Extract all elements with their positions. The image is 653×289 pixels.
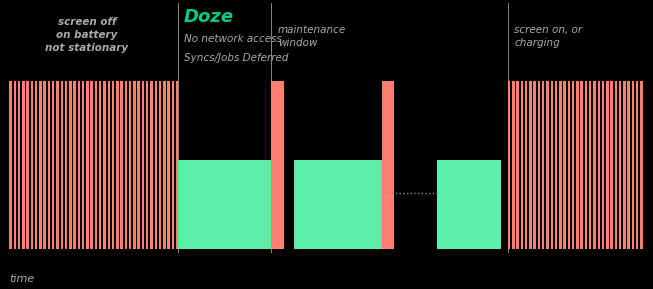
Bar <box>125 81 127 249</box>
Bar <box>529 81 532 249</box>
Bar <box>95 81 97 249</box>
Bar <box>176 81 178 249</box>
Bar <box>294 160 385 249</box>
Bar <box>517 81 518 249</box>
Bar <box>159 81 161 249</box>
Bar <box>381 81 394 249</box>
Bar <box>163 81 166 249</box>
Bar <box>636 81 639 249</box>
Bar <box>512 81 515 249</box>
Bar <box>508 81 510 249</box>
Bar <box>167 81 170 249</box>
Bar <box>150 81 153 249</box>
Bar <box>26 81 29 249</box>
Bar <box>56 81 59 249</box>
Bar <box>640 81 643 249</box>
Bar <box>576 81 579 249</box>
Text: Doze: Doze <box>184 8 234 26</box>
Bar <box>61 81 63 249</box>
Bar <box>73 81 76 249</box>
Bar <box>619 81 622 249</box>
Text: maintenance
window: maintenance window <box>278 25 346 48</box>
Bar <box>572 81 575 249</box>
Text: No network access: No network access <box>184 34 282 44</box>
Bar <box>559 81 562 249</box>
Bar <box>18 81 20 249</box>
Bar <box>567 81 570 249</box>
Bar <box>103 81 106 249</box>
Bar <box>112 81 114 249</box>
Text: screen on, or
charging: screen on, or charging <box>515 25 582 48</box>
Text: time: time <box>9 275 35 284</box>
Bar <box>116 81 119 249</box>
Bar <box>82 81 84 249</box>
Text: screen off
on battery
not stationary: screen off on battery not stationary <box>45 17 129 53</box>
Text: Syncs/Jobs Deferred: Syncs/Jobs Deferred <box>184 53 289 63</box>
Bar <box>272 81 285 249</box>
Bar <box>35 81 37 249</box>
Bar <box>525 81 528 249</box>
Bar <box>564 81 565 249</box>
Bar <box>611 81 613 249</box>
Bar <box>44 81 46 249</box>
Bar <box>22 81 25 249</box>
Bar <box>133 81 136 249</box>
Bar <box>437 160 502 249</box>
Bar <box>581 81 583 249</box>
Bar <box>14 81 16 249</box>
Bar <box>606 81 609 249</box>
Bar <box>614 81 617 249</box>
Bar <box>550 81 553 249</box>
Bar <box>31 81 33 249</box>
Bar <box>48 81 50 249</box>
Bar <box>78 81 80 249</box>
Bar <box>584 81 587 249</box>
Bar <box>172 81 174 249</box>
Bar <box>589 81 592 249</box>
Bar <box>52 81 54 249</box>
Bar <box>628 81 630 249</box>
Bar <box>129 81 131 249</box>
Bar <box>108 81 110 249</box>
Bar <box>86 81 89 249</box>
Bar <box>91 81 93 249</box>
Bar <box>99 81 101 249</box>
Bar <box>602 81 604 249</box>
Bar <box>520 81 523 249</box>
Bar <box>137 81 140 249</box>
Bar <box>146 81 148 249</box>
Bar <box>9 81 12 249</box>
Bar <box>142 81 144 249</box>
Bar <box>537 81 540 249</box>
Bar <box>623 81 626 249</box>
Bar <box>65 81 67 249</box>
Bar <box>593 81 596 249</box>
Bar <box>534 81 536 249</box>
Bar <box>69 81 72 249</box>
Bar <box>631 81 634 249</box>
Bar <box>39 81 42 249</box>
Bar <box>555 81 557 249</box>
Bar <box>120 81 123 249</box>
Bar <box>542 81 545 249</box>
Bar <box>178 160 275 249</box>
Bar <box>597 81 600 249</box>
Bar <box>155 81 157 249</box>
Bar <box>547 81 549 249</box>
